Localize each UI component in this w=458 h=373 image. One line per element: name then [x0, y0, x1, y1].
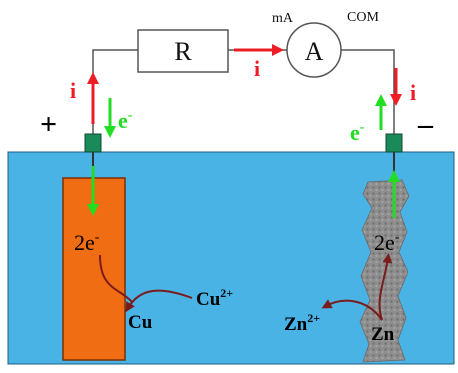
left-wire	[92, 49, 138, 136]
com-label: COM	[347, 10, 379, 25]
resistor-label: R	[174, 37, 192, 66]
current-label-top: i	[254, 56, 260, 81]
ammeter-label: A	[305, 37, 324, 66]
left-connector	[84, 133, 102, 153]
zinc-electron-count-label: 2e-	[374, 230, 400, 255]
current-label-left: i	[70, 78, 76, 103]
positive-terminal-label: +	[40, 108, 57, 141]
ammeter-unit-label: mA	[272, 11, 294, 26]
zn-ion-label: Zn2+	[284, 311, 320, 335]
electron-label-left: e-	[118, 108, 133, 133]
current-label-right: i	[410, 80, 416, 105]
copper-electron-count-label: 2e-	[74, 230, 100, 255]
cu-reaction-ion-curve	[125, 289, 193, 313]
cu-ion-label: Cu2+	[196, 286, 233, 310]
zn-reaction-ion-curve	[321, 299, 383, 321]
zn-metal-label: Zn	[371, 324, 395, 345]
electron-label-right: e-	[350, 120, 365, 145]
right-wire	[341, 49, 395, 136]
negative-terminal-label: –	[417, 108, 434, 141]
right-connector	[385, 133, 403, 153]
cu-metal-label: Cu	[128, 312, 153, 333]
resistor	[137, 29, 229, 73]
zn-reaction-electron-curve	[378, 253, 393, 321]
cu-reaction-electron-curve	[99, 254, 133, 303]
ammeter	[286, 22, 342, 78]
